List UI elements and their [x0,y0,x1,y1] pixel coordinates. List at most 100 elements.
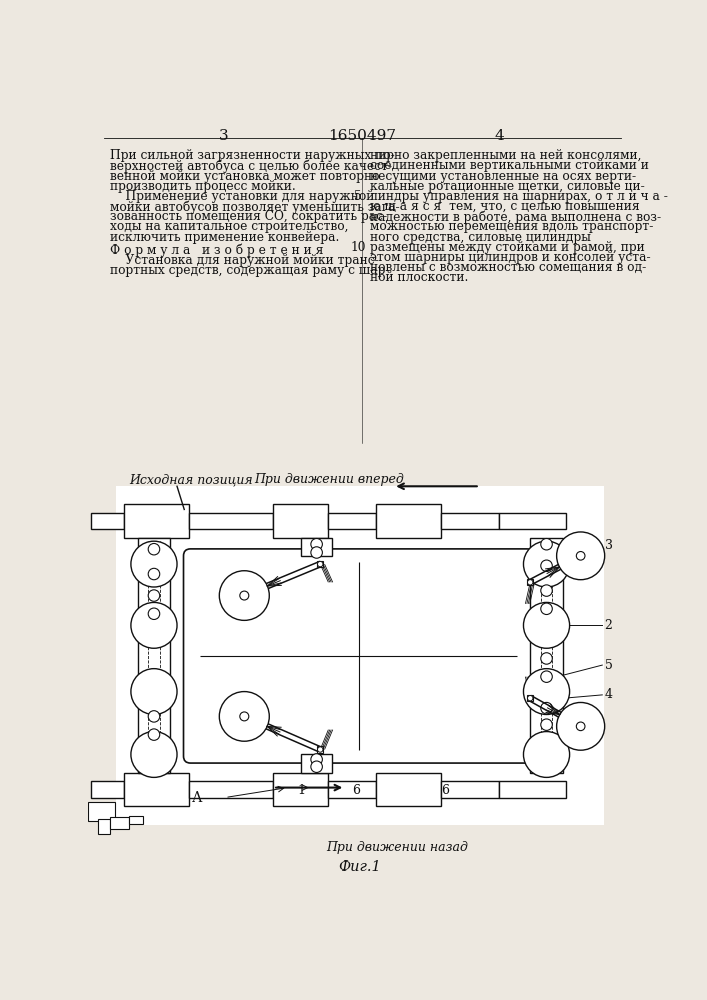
FancyBboxPatch shape [184,549,534,763]
Text: При движении вперед: При движении вперед [254,473,404,486]
Circle shape [523,669,570,714]
Bar [376,773,441,806]
Circle shape [311,761,322,772]
Circle shape [148,729,160,740]
Text: размещены между стойками и рамой, при: размещены между стойками и рамой, при [370,241,645,254]
Circle shape [541,603,552,615]
Bar [530,538,563,773]
Text: можностью перемещения вдоль транспорт-: можностью перемещения вдоль транспорт- [370,220,653,233]
Circle shape [219,692,269,741]
Bar [110,817,129,829]
Circle shape [541,560,552,571]
Bar [527,695,533,701]
Circle shape [131,602,177,648]
Text: несущими установленные на осях верти-: несущими установленные на осях верти- [370,170,636,183]
Text: 3: 3 [604,539,613,552]
Text: портных средств, содержащая раму с шар-: портных средств, содержащая раму с шар- [110,264,390,277]
Text: исключить применение конвейера.: исключить применение конвейера. [110,231,339,244]
Text: 5: 5 [604,659,612,672]
Circle shape [317,747,323,752]
Text: новлены с возможностью сомещания в од-: новлены с возможностью сомещания в од- [370,261,646,274]
Bar [124,773,189,806]
Text: ной плоскости.: ной плоскости. [370,271,468,284]
Bar [317,746,323,753]
Bar [98,819,110,834]
Circle shape [131,732,177,777]
Bar [124,504,189,538]
Bar [115,486,604,825]
Bar [328,513,376,529]
Circle shape [311,539,322,550]
Text: ю щ а я с я  тем, что, с целью повышения: ю щ а я с я тем, что, с целью повышения [370,200,639,213]
Text: линдры управления на шарнирах, о т л и ч а -: линдры управления на шарнирах, о т л и ч… [370,190,667,203]
Bar [441,781,499,798]
Bar [499,513,566,529]
Text: 4: 4 [604,688,613,701]
Text: кальные ротационные щетки, силовые ци-: кальные ротационные щетки, силовые ци- [370,180,645,193]
Text: 10: 10 [351,241,366,254]
Circle shape [148,608,160,619]
Bar [376,504,441,538]
Circle shape [148,711,160,722]
Circle shape [523,732,570,777]
Text: нирно закрепленными на ней консолями,: нирно закрепленными на ней консолями, [370,149,641,162]
Bar [317,561,323,567]
Circle shape [556,532,604,580]
Circle shape [576,552,585,560]
Circle shape [527,695,533,701]
Circle shape [541,671,552,682]
Circle shape [219,571,269,620]
Text: зованность помещения СО, сократить рас-: зованность помещения СО, сократить рас- [110,210,387,223]
Text: ходы на капитальное строительство,: ходы на капитальное строительство, [110,220,349,233]
Circle shape [131,669,177,714]
Bar [301,538,332,556]
Bar [189,781,273,798]
Circle shape [556,702,604,750]
Circle shape [317,561,323,567]
Circle shape [541,653,552,664]
Circle shape [148,543,160,555]
Circle shape [541,702,552,714]
Bar [129,816,144,824]
Bar [88,802,115,821]
Text: 2: 2 [604,619,612,632]
Text: ного средства, силовые цилиндры: ного средства, силовые цилиндры [370,231,590,244]
Text: При движении назад: При движении назад [326,841,468,854]
Bar [527,579,533,585]
Bar [328,781,376,798]
Text: Ф о р м у л а   и з о б р е т е н и я: Ф о р м у л а и з о б р е т е н и я [110,244,324,257]
Bar [273,504,328,538]
Text: А: А [192,791,202,805]
Text: венной мойки установка может повторно: венной мойки установка может повторно [110,170,380,183]
Circle shape [311,754,322,765]
Circle shape [240,712,249,721]
Text: При сильной загрязненности наружных по-: При сильной загрязненности наружных по- [110,149,395,162]
Bar [90,781,124,798]
Text: соединенными вертикальными стойками и: соединенными вертикальными стойками и [370,159,648,172]
Circle shape [523,602,570,648]
Circle shape [527,580,533,585]
Text: Фиг.1: Фиг.1 [338,860,381,874]
Text: производить процесс мойки.: производить процесс мойки. [110,180,296,193]
Circle shape [240,591,249,600]
Text: 6: 6 [441,784,450,797]
Text: 6: 6 [352,784,361,797]
Bar [499,781,566,798]
Bar [90,513,124,529]
Text: мойки автобусов позволяет уменьшить зага-: мойки автобусов позволяет уменьшить зага… [110,200,399,214]
Text: 5: 5 [354,190,362,203]
Circle shape [131,541,177,587]
Circle shape [541,539,552,550]
Circle shape [541,719,552,730]
Circle shape [148,568,160,580]
Bar [273,773,328,806]
Circle shape [148,590,160,601]
Text: этом шарниры цилиндров и консолей уста-: этом шарниры цилиндров и консолей уста- [370,251,650,264]
Circle shape [541,585,552,596]
Bar [301,754,332,773]
Text: 3: 3 [219,129,229,143]
Bar [138,538,170,773]
Text: верхностей автобуса с целью более качест-: верхностей автобуса с целью более качест… [110,159,392,173]
Text: 1650497: 1650497 [328,129,396,143]
Text: Исходная позиция: Исходная позиция [129,473,252,486]
